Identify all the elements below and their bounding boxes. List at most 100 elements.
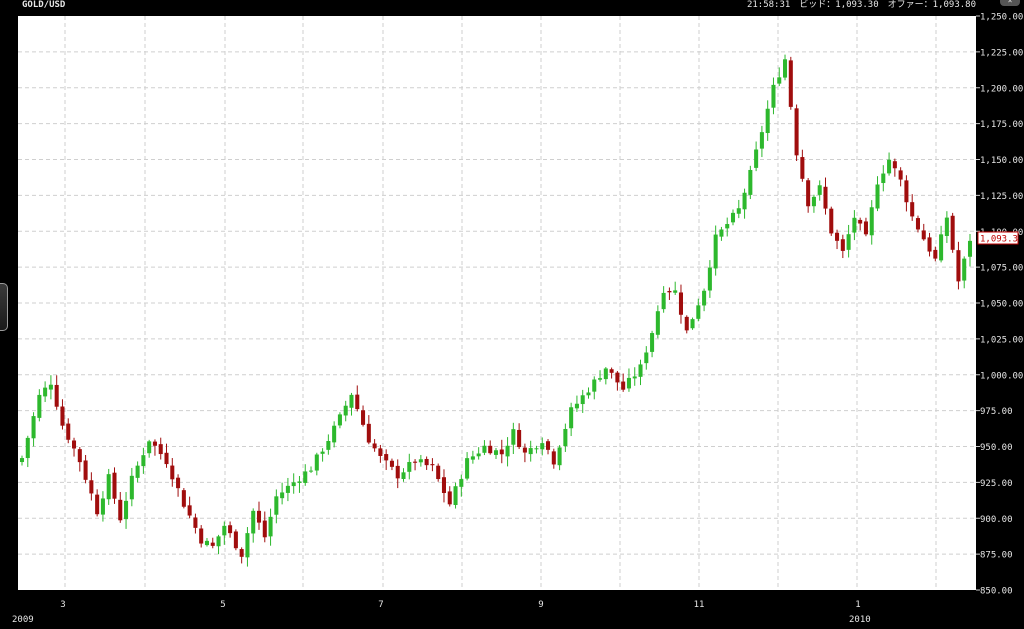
candle-down	[424, 456, 429, 470]
candle-body	[719, 229, 724, 237]
candle-up	[135, 461, 140, 483]
symbol-label: GOLD/USD	[22, 0, 66, 10]
candle-up	[702, 288, 707, 312]
candle-body	[800, 157, 805, 179]
candle-body	[673, 290, 678, 293]
y-tick-label: 1,200.00	[980, 84, 1023, 94]
candle-body	[366, 423, 371, 443]
candle-up	[603, 367, 608, 385]
candle-body	[811, 196, 816, 207]
candle-body	[667, 290, 672, 293]
candle-up	[528, 440, 533, 462]
candle-body	[754, 149, 759, 168]
candle-body	[835, 232, 840, 241]
candle-down	[621, 373, 626, 392]
candle-body	[83, 460, 88, 480]
candle-body	[863, 221, 868, 235]
candle-body	[291, 482, 296, 487]
candle-body	[869, 207, 874, 236]
candle-down	[436, 463, 441, 482]
candle-body	[678, 292, 683, 315]
candle-body	[823, 186, 828, 209]
candle-body	[742, 192, 747, 210]
candle-body	[603, 368, 608, 380]
candle-body	[493, 450, 499, 455]
candle-down	[118, 491, 123, 523]
candle-down	[54, 375, 59, 410]
candle-down	[66, 418, 71, 444]
candle-down	[835, 229, 840, 250]
candle-body	[725, 224, 730, 229]
candle-body	[152, 441, 157, 446]
candle-down	[170, 458, 175, 487]
candle-up	[707, 260, 712, 298]
candle-up	[251, 508, 256, 543]
candle-body	[806, 180, 811, 207]
candle-up	[25, 435, 30, 468]
candle-body	[465, 458, 470, 479]
candle-body	[48, 384, 53, 390]
candle-body	[944, 217, 949, 237]
candle-body	[540, 443, 545, 450]
candle-body	[586, 392, 591, 396]
candle-body	[256, 510, 262, 523]
candle-body	[794, 108, 799, 156]
candle-body	[320, 451, 325, 454]
side-panel-handle[interactable]	[0, 283, 8, 331]
candle-body	[788, 60, 793, 107]
candle-down	[684, 315, 689, 334]
candle-up	[725, 217, 730, 237]
candle-body	[476, 453, 481, 457]
candle-body	[447, 491, 452, 505]
candle-down	[927, 232, 932, 257]
candle-body	[124, 500, 129, 520]
candle-up	[811, 194, 816, 213]
candle-up	[505, 437, 510, 467]
candle-body	[771, 84, 776, 108]
candle-body	[534, 448, 539, 450]
candle-down	[164, 443, 169, 468]
candle-body	[274, 496, 279, 515]
candle-up	[48, 375, 53, 400]
close-icon[interactable]: ×	[1000, 0, 1020, 6]
candle-up	[43, 381, 48, 403]
candle-body	[251, 510, 256, 534]
candle-body	[326, 441, 331, 450]
y-tick-label: 1,050.00	[980, 300, 1023, 310]
candle-body	[170, 465, 175, 480]
candle-up	[204, 538, 209, 547]
candle-body	[395, 465, 400, 479]
candle-body	[846, 234, 851, 250]
candle-up	[100, 491, 105, 522]
candle-body	[702, 290, 707, 306]
candle-body	[459, 479, 464, 487]
candle-body	[337, 414, 342, 426]
candle-down	[788, 56, 793, 110]
candle-down	[152, 439, 157, 456]
candle-body	[187, 505, 192, 516]
candle-up	[875, 176, 880, 212]
candle-up	[337, 412, 342, 429]
candle-down	[447, 486, 452, 507]
candle-up	[655, 305, 660, 339]
candle-down	[794, 104, 799, 161]
candle-body	[401, 472, 406, 479]
candle-body	[696, 305, 701, 319]
candle-body	[505, 445, 510, 457]
candle-body	[25, 437, 30, 459]
candle-body	[609, 369, 614, 373]
candle-up	[314, 452, 319, 476]
x-tick-label: 5	[220, 600, 225, 610]
candle-down	[806, 178, 811, 213]
candle-body	[66, 423, 71, 440]
candle-body	[407, 462, 412, 472]
candle-down	[72, 437, 77, 457]
candle-body	[517, 429, 522, 448]
y-tick-label: 850.00	[980, 587, 1013, 597]
candle-up	[534, 445, 539, 454]
candle-body	[239, 549, 244, 557]
candle-up	[349, 392, 354, 416]
y-tick-label: 1,075.00	[980, 264, 1023, 274]
candle-down	[77, 447, 82, 472]
candle-up	[129, 467, 134, 507]
